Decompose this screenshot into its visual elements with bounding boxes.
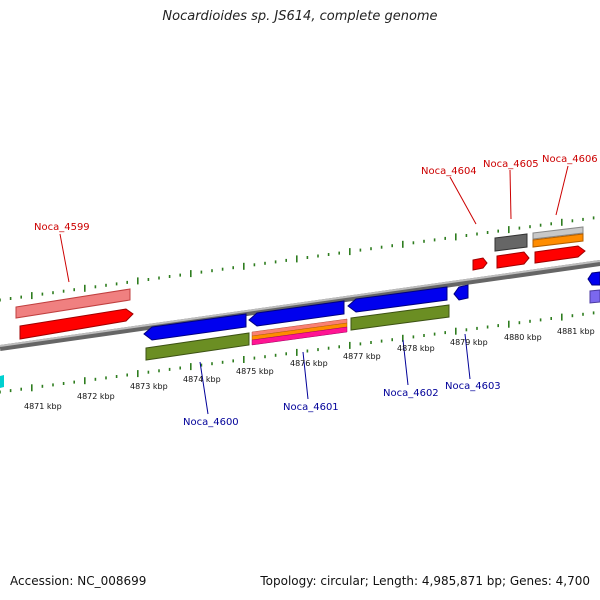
gene-noca-4606-orange[interactable] bbox=[532, 233, 584, 248]
gene-noca-4605[interactable] bbox=[494, 233, 528, 252]
label-noca-4605[interactable]: Noca_4605 bbox=[483, 159, 539, 170]
leader-noca-4606 bbox=[555, 165, 569, 216]
genome-backbone bbox=[0, 260, 600, 351]
cds-fragment-left[interactable] bbox=[0, 375, 4, 388]
leader-noca-4603 bbox=[464, 333, 471, 380]
leader-noca-4602 bbox=[402, 339, 409, 386]
scale-label-4871: 4871 kbp bbox=[24, 402, 62, 411]
cds-noca-4599[interactable] bbox=[19, 308, 134, 340]
scale-label-4872: 4872 kbp bbox=[77, 392, 115, 401]
cds-noca-4605[interactable] bbox=[496, 251, 530, 269]
cds-noca-4600[interactable] bbox=[143, 313, 247, 341]
scale-label-4873: 4873 kbp bbox=[130, 382, 168, 391]
label-noca-4602[interactable]: Noca_4602 bbox=[383, 388, 439, 399]
tick-marks bbox=[0, 216, 595, 394]
gene-noca-4600[interactable] bbox=[145, 332, 250, 361]
cds-fragment-right-blue[interactable] bbox=[587, 271, 600, 286]
scale-label-4877: 4877 kbp bbox=[343, 352, 381, 361]
scale-label-4881: 4881 kbp bbox=[557, 327, 595, 336]
gene-noca-4606-grey[interactable] bbox=[532, 226, 584, 240]
gene-noca-4599[interactable] bbox=[15, 288, 131, 319]
gene-noca-4602[interactable] bbox=[350, 304, 450, 331]
scale-label-4876: 4876 kbp bbox=[290, 359, 328, 368]
scale-label-4878: 4878 kbp bbox=[397, 344, 435, 353]
cds-noca-4604[interactable] bbox=[472, 257, 488, 271]
scale-label-4879: 4879 kbp bbox=[450, 338, 488, 347]
label-noca-4599[interactable]: Noca_4599 bbox=[34, 222, 90, 233]
cds-noca-4602[interactable] bbox=[347, 286, 448, 313]
leader-noca-4599 bbox=[59, 233, 70, 283]
topology-text: Topology: circular; Length: 4,985,871 bp… bbox=[260, 574, 590, 588]
leader-noca-4601 bbox=[302, 351, 309, 400]
leader-noca-4600 bbox=[199, 361, 209, 415]
cds-noca-4601[interactable] bbox=[248, 300, 345, 327]
leader-noca-4605 bbox=[509, 169, 512, 220]
scale-label-4880: 4880 kbp bbox=[504, 333, 542, 342]
scale-label-4875: 4875 kbp bbox=[236, 367, 274, 376]
label-noca-4606[interactable]: Noca_4606 bbox=[542, 154, 598, 165]
gene-noca-4601-pink[interactable] bbox=[251, 326, 348, 346]
leader-noca-4604 bbox=[449, 176, 477, 225]
cds-fragment-right-purple[interactable] bbox=[589, 289, 600, 304]
label-noca-4604[interactable]: Noca_4604 bbox=[421, 166, 477, 177]
cds-noca-4603[interactable] bbox=[453, 284, 469, 301]
cds-noca-4606[interactable] bbox=[534, 245, 586, 264]
genome-backbone-highlight bbox=[0, 260, 600, 347]
page-title: Nocardioides sp. JS614, complete genome bbox=[162, 9, 438, 24]
label-noca-4600[interactable]: Noca_4600 bbox=[183, 417, 239, 428]
scale-label-4874: 4874 kbp bbox=[183, 375, 221, 384]
label-noca-4601[interactable]: Noca_4601 bbox=[283, 402, 339, 413]
label-noca-4603[interactable]: Noca_4603 bbox=[445, 381, 501, 392]
accession-text: Accession: NC_008699 bbox=[10, 574, 147, 588]
